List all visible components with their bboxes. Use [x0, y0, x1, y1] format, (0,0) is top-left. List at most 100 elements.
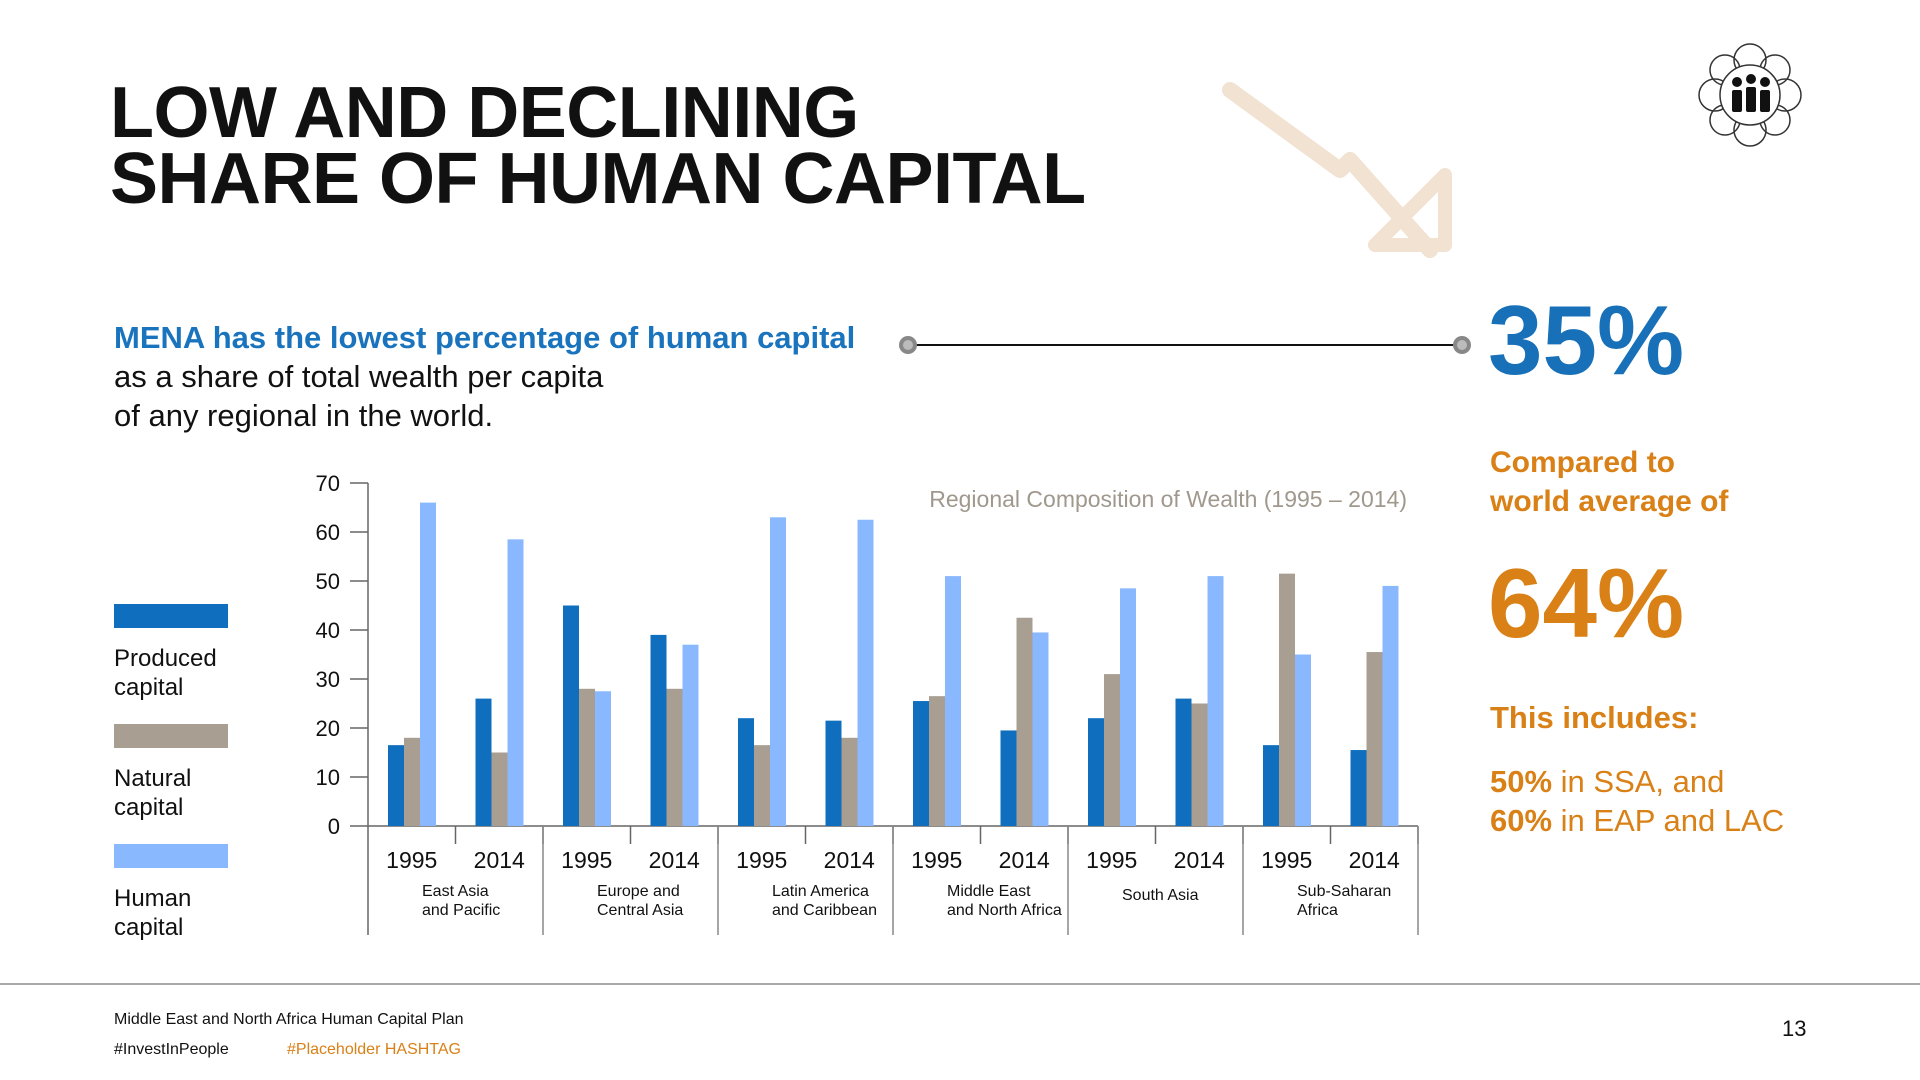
legend-label-line: capital [114, 794, 184, 821]
headline-bold: MENA has the lowest percentage of human … [114, 320, 856, 355]
footer-placeholder-hashtag: #Placeholder HASHTAG [287, 1041, 461, 1058]
region-label: Sub-Saharan [1297, 883, 1391, 900]
includes-label: This includes: [1490, 700, 1699, 735]
bar-natural-capital [1279, 573, 1295, 826]
page-number: 13 [1782, 1016, 1807, 1041]
x-tick-label-year: 1995 [1086, 847, 1137, 873]
connector-start-dot-icon [899, 336, 917, 354]
bar-produced-capital [475, 698, 492, 826]
region-label: Middle East [947, 883, 1031, 900]
decorative-decline-arrow-icon [1222, 82, 1452, 258]
world-average-stat: 64% [1488, 548, 1685, 658]
legend-swatch-produced [114, 604, 228, 628]
headline-line-2: of any regional in the world. [114, 398, 494, 433]
compare-line-1: Compared to [1490, 446, 1676, 479]
legend-label-line: Human [114, 885, 192, 912]
bar-human-capital [1120, 588, 1136, 826]
compare-line-2: world average of [1490, 485, 1729, 518]
connector-end-dot-icon [1453, 336, 1471, 354]
chart-title: Regional Composition of Wealth (1995 – 2… [929, 486, 1407, 512]
includes-list: 50% in SSA, and 60% in EAP and LAC [1490, 762, 1784, 840]
title-line-1: LOW AND DECLINING [110, 73, 859, 153]
legend-label-line: Produced [114, 645, 217, 672]
x-tick-label-year: 1995 [911, 847, 962, 873]
title-line-2: SHARE OF HUMAN CAPITAL [110, 139, 1086, 219]
bar-produced-capital [738, 718, 754, 826]
x-tick-label-year: 2014 [824, 847, 875, 873]
includes-text: in EAP and LAC [1552, 803, 1785, 838]
x-tick-label-year: 2014 [649, 847, 700, 873]
x-tick-label-year: 1995 [561, 847, 612, 873]
bar-human-capital [1382, 585, 1399, 826]
includes-pct: 50% [1490, 764, 1553, 799]
wealth-composition-chart: 0 10 20 30 40 50 60 70 1995 2014 1995 2014 1995 2014 1… [316, 471, 1419, 935]
x-tick-label-year: 2014 [999, 847, 1050, 873]
region-label: and Caribbean [772, 902, 877, 919]
region-label: and North Africa [947, 902, 1062, 919]
region-label: and Pacific [422, 902, 500, 919]
legend-label-line: Natural [114, 765, 192, 792]
bar-produced-capital [1175, 698, 1192, 826]
mena-stat: 35% [1488, 285, 1685, 395]
bar-human-capital [420, 502, 436, 826]
bar-natural-capital [1016, 617, 1033, 826]
bar-human-capital [1207, 576, 1224, 826]
bar-natural-capital [666, 688, 683, 826]
bar-produced-capital [388, 745, 404, 826]
region-label: Latin America [772, 883, 869, 900]
region-label: Africa [1297, 902, 1338, 919]
legend-label-produced: Produced capital [114, 644, 254, 702]
bar-natural-capital [841, 737, 858, 826]
bar-human-capital [945, 576, 961, 826]
footer-hashtag: #InvestInPeople [114, 1041, 229, 1058]
bar-human-capital [595, 691, 611, 826]
x-tick-label-year: 1995 [1261, 847, 1312, 873]
x-tick-label-year: 2014 [1174, 847, 1225, 873]
bar-natural-capital [1366, 652, 1383, 826]
bar-produced-capital [1263, 745, 1279, 826]
y-tick-label: 60 [316, 520, 340, 545]
bar-produced-capital [650, 634, 667, 826]
slide-title: LOW AND DECLINING SHARE OF HUMAN CAPITAL [110, 73, 1086, 219]
headline-connector-line [899, 336, 1471, 354]
y-tick-label: 40 [316, 618, 340, 643]
bar-produced-capital [563, 605, 579, 826]
headline-line-1: as a share of total wealth per capita [114, 359, 604, 394]
legend-label-human: Human capital [114, 884, 254, 942]
legend-swatch-human [114, 844, 228, 868]
bar-human-capital [1295, 654, 1311, 826]
region-label: South Asia [1122, 887, 1199, 904]
y-tick-label: 30 [316, 667, 340, 692]
legend-label-line: capital [114, 914, 184, 941]
bar-produced-capital [1088, 718, 1104, 826]
footer-divider [0, 983, 1920, 985]
y-tick-label: 50 [316, 569, 340, 594]
x-tick-label-year: 2014 [474, 847, 525, 873]
bar-natural-capital [404, 737, 420, 826]
bar-natural-capital [1104, 674, 1120, 826]
bar-produced-capital [825, 720, 842, 826]
footer-title: Middle East and North Africa Human Capit… [114, 1011, 464, 1028]
compare-text: Compared to world average of [1490, 443, 1728, 521]
bar-human-capital [507, 539, 524, 826]
region-label: Europe and [597, 883, 680, 900]
bar-natural-capital [579, 688, 595, 826]
bar-produced-capital [913, 701, 929, 826]
x-tick-label-year: 2014 [1349, 847, 1400, 873]
includes-item-eap-lac: 60% in EAP and LAC [1490, 801, 1784, 840]
bar-human-capital [770, 517, 786, 826]
headline: MENA has the lowest percentage of human … [114, 318, 855, 435]
includes-text: in SSA, and [1552, 764, 1725, 799]
region-label: Central Asia [597, 902, 683, 919]
y-tick-label: 70 [316, 471, 340, 496]
x-tick-label-year: 1995 [736, 847, 787, 873]
bar-natural-capital [754, 745, 770, 826]
bar-natural-capital [1191, 703, 1208, 826]
x-tick-label-year: 1995 [386, 847, 437, 873]
legend: Produced capital Natural capital Human c… [114, 604, 254, 942]
bar-produced-capital [1000, 730, 1017, 826]
y-tick-label: 20 [316, 716, 340, 741]
includes-item-ssa: 50% in SSA, and [1490, 762, 1784, 801]
region-label: East Asia [422, 883, 489, 900]
bar-natural-capital [491, 752, 508, 826]
